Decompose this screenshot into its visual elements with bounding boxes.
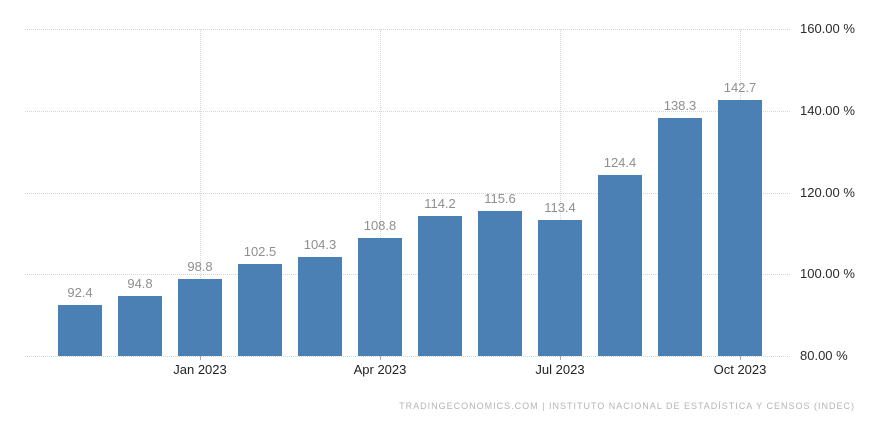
bar-value-label: 98.8 bbox=[187, 259, 213, 275]
gridline-horizontal bbox=[25, 356, 790, 357]
gridline-horizontal bbox=[25, 29, 790, 30]
y-axis-label: 100.00 % bbox=[800, 266, 855, 282]
bar-value-label: 142.7 bbox=[723, 79, 757, 95]
gridline-vertical bbox=[560, 29, 561, 356]
source-attribution: TRADINGECONOMICS.COM | INSTITUTO NACIONA… bbox=[399, 401, 855, 411]
gridline-vertical bbox=[380, 29, 381, 356]
bar[interactable] bbox=[478, 210, 522, 356]
x-axis-label: Jul 2023 bbox=[535, 362, 585, 377]
bar-value-label: 102.5 bbox=[243, 244, 277, 259]
x-axis-label: Oct 2023 bbox=[713, 362, 767, 377]
bar[interactable] bbox=[178, 279, 222, 356]
bar-value-label: 115.6 bbox=[484, 190, 516, 206]
bar-value-label: 92.4 bbox=[67, 285, 93, 301]
gridline-horizontal bbox=[25, 274, 790, 276]
bar-value-label: 113.4 bbox=[544, 199, 576, 215]
bar-value-label: 108.8 bbox=[363, 218, 397, 234]
x-axis-tick bbox=[740, 356, 741, 360]
bar[interactable] bbox=[598, 174, 642, 356]
bar[interactable] bbox=[118, 295, 162, 356]
x-axis-label: Jan 2023 bbox=[173, 362, 227, 377]
gridline-vertical bbox=[200, 29, 201, 356]
y-axis-label: 160.00 % bbox=[800, 21, 855, 36]
bar-value-label: 124.4 bbox=[603, 154, 637, 170]
plot-area: 92.4 94.8 98.8 102.5 104.3 108.8 114.2 115.6 113… bbox=[25, 29, 790, 357]
bar-value-label: 104.3 bbox=[303, 236, 337, 252]
x-axis-tick bbox=[560, 356, 561, 360]
x-axis-tick bbox=[200, 356, 201, 360]
bar[interactable] bbox=[418, 216, 462, 356]
bar[interactable] bbox=[658, 117, 702, 356]
y-axis-label: 80.00 % bbox=[800, 348, 848, 363]
bar[interactable] bbox=[58, 305, 102, 356]
bar[interactable] bbox=[298, 256, 342, 356]
bar-value-label: 138.3 bbox=[663, 97, 697, 113]
bar-value-label: 114.2 bbox=[424, 196, 456, 212]
bar[interactable] bbox=[538, 219, 582, 356]
gridline-horizontal bbox=[25, 110, 790, 112]
bar[interactable] bbox=[238, 264, 282, 356]
bar[interactable] bbox=[718, 99, 762, 356]
gridline-horizontal bbox=[25, 192, 790, 194]
x-axis-tick bbox=[380, 356, 381, 360]
y-axis-label: 120.00 % bbox=[800, 184, 855, 200]
y-axis-label: 140.00 % bbox=[800, 102, 855, 118]
bar-value-label: 94.8 bbox=[127, 275, 153, 291]
bar[interactable] bbox=[358, 238, 402, 356]
x-axis-label: Apr 2023 bbox=[353, 362, 407, 377]
